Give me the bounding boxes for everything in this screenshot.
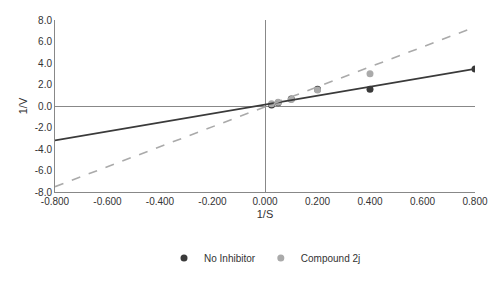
- svg-text:1/V: 1/V: [17, 97, 29, 114]
- svg-text:No Inhibitor: No Inhibitor: [204, 253, 256, 264]
- svg-text:1/S: 1/S: [257, 208, 274, 220]
- svg-text:-2.0: -2.0: [35, 122, 53, 133]
- svg-text:-6.0: -6.0: [35, 165, 53, 176]
- svg-text:0.800: 0.800: [462, 196, 487, 207]
- svg-text:6.0: 6.0: [38, 36, 52, 47]
- svg-text:-4.0: -4.0: [35, 144, 53, 155]
- svg-text:Compound 2j: Compound 2j: [301, 253, 360, 264]
- svg-text:2.0: 2.0: [38, 79, 52, 90]
- svg-text:0.400: 0.400: [357, 196, 382, 207]
- svg-text:-0.600: -0.600: [93, 196, 122, 207]
- svg-text:0.0: 0.0: [38, 101, 52, 112]
- svg-text:0.600: 0.600: [410, 196, 435, 207]
- svg-text:-0.800: -0.800: [41, 196, 70, 207]
- svg-text:0.000: 0.000: [252, 196, 277, 207]
- svg-text:4.0: 4.0: [38, 58, 52, 69]
- svg-text:0.200: 0.200: [305, 196, 330, 207]
- svg-text:8.0: 8.0: [38, 15, 52, 26]
- svg-text:-0.200: -0.200: [198, 196, 227, 207]
- svg-text:-0.400: -0.400: [146, 196, 175, 207]
- svg-text:-8.0: -8.0: [35, 187, 53, 198]
